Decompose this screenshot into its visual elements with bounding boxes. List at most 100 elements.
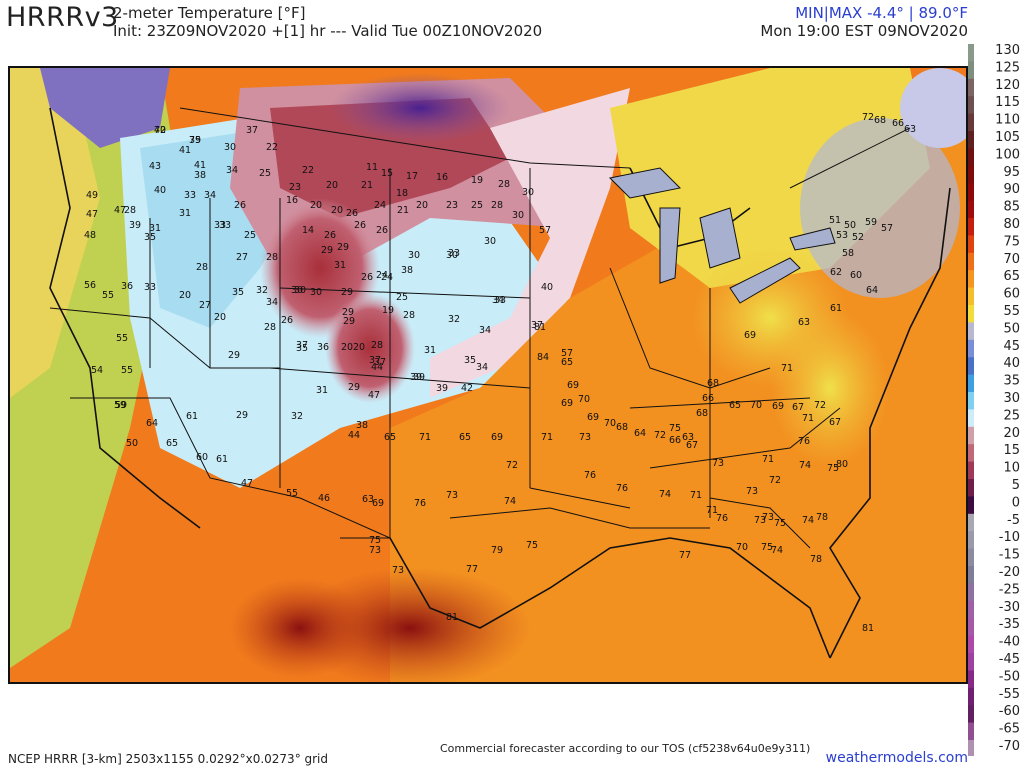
temperature-value: 40 xyxy=(541,282,553,293)
temperature-value: 37 xyxy=(531,320,543,331)
colorbar-label: 15 xyxy=(1003,443,1020,458)
model-name: HRRRv3 xyxy=(6,2,119,33)
temperature-value: 25 xyxy=(244,230,256,241)
temperature-value: 23 xyxy=(446,200,458,211)
temperature-map[interactable]: 40 39 30 37 22 41 41 43 38 34 25 22 20 21 11 15 17 16 19 28… xyxy=(8,66,968,684)
temperature-value: 34 xyxy=(204,190,216,201)
colorbar-label: 100 xyxy=(995,147,1020,162)
colorbar-label: -15 xyxy=(999,548,1020,563)
colorbar-swatch xyxy=(968,740,974,756)
temperature-value: 76 xyxy=(716,513,728,524)
temperature-value: 69 xyxy=(561,398,573,409)
temperature-value: 26 xyxy=(346,208,358,219)
temperature-value: 66 xyxy=(669,435,681,446)
temperature-value: 21 xyxy=(397,205,409,216)
colorbar-swatch xyxy=(968,183,974,202)
temperature-value: 75 xyxy=(526,540,538,551)
colorbar-swatch xyxy=(968,252,974,271)
temperature-value: 31 xyxy=(334,260,346,271)
temperature-value: 26 xyxy=(281,315,293,326)
temperature-value: 28 xyxy=(196,262,208,273)
temperature-value: 20 xyxy=(341,342,353,353)
colorbar-swatch xyxy=(968,635,974,654)
temperature-value: 70 xyxy=(604,418,616,429)
temperature-value: 76 xyxy=(414,498,426,509)
colorbar-label: 110 xyxy=(995,113,1020,128)
temperature-value: 39 xyxy=(413,372,425,383)
temperature-value: 33 xyxy=(144,282,156,293)
temperature-value: 70 xyxy=(578,394,590,405)
temperature-value: 59 xyxy=(865,217,877,228)
temperature-value: 55 xyxy=(286,488,298,499)
temperature-value: 38 xyxy=(194,170,206,181)
temperature-value: 28 xyxy=(266,252,278,263)
temperature-value: 30 xyxy=(484,236,496,247)
temperature-value: 24 xyxy=(374,200,386,211)
temperature-value: 37 xyxy=(374,357,386,368)
temperature-value: 35 xyxy=(464,355,476,366)
temperature-value: 77 xyxy=(466,564,478,575)
temperature-value: 20 xyxy=(179,290,191,301)
temperature-value: 41 xyxy=(179,145,191,156)
temperature-value: 68 xyxy=(616,422,628,433)
temperature-value: 71 xyxy=(802,413,814,424)
colorbar-swatch xyxy=(968,270,974,289)
temperature-value: 57 xyxy=(539,225,551,236)
colorbar-label: -40 xyxy=(999,635,1020,650)
colorbar-label: -10 xyxy=(999,530,1020,545)
temperature-value: 70 xyxy=(750,400,762,411)
great-lakes xyxy=(608,167,836,304)
temperature-value: 16 xyxy=(286,195,298,206)
colorbar-label: 125 xyxy=(995,60,1020,75)
temperature-value: 40 xyxy=(154,125,166,136)
colorbar-label: 55 xyxy=(1003,304,1020,319)
temperature-value: 38 xyxy=(356,420,368,431)
temperature-value: 22 xyxy=(266,142,278,153)
temperature-value: 27 xyxy=(236,252,248,263)
temperature-value: 29 xyxy=(337,242,349,253)
temperature-value: 69 xyxy=(567,380,579,391)
temperature-value: 39 xyxy=(189,135,201,146)
temperature-value: 30 xyxy=(522,187,534,198)
temperature-value: 59 xyxy=(115,400,127,411)
temperature-value: 54 xyxy=(91,365,103,376)
temperature-value: 62 xyxy=(830,267,842,278)
colorbar-swatch xyxy=(968,653,974,671)
temperature-value: 40 xyxy=(154,185,166,196)
temperature-value: 29 xyxy=(343,316,355,327)
colorbar-label: -5 xyxy=(1007,513,1020,528)
colorbar-swatch xyxy=(968,322,974,341)
temperature-value: 33 xyxy=(494,295,506,306)
colorbar-label: 80 xyxy=(1003,217,1020,232)
colorbar-swatch xyxy=(968,200,974,219)
temperature-value: 41 xyxy=(194,160,206,171)
temperature-value: 57 xyxy=(561,348,573,359)
colorbar-label: 30 xyxy=(1003,391,1020,406)
temperature-value: 73 xyxy=(746,486,758,497)
site-link[interactable]: weathermodels.com xyxy=(825,750,968,766)
temperature-value: 72 xyxy=(862,112,874,123)
temperature-value: 32 xyxy=(291,411,303,422)
temperature-value: 65 xyxy=(561,357,573,368)
temperature-value: 11 xyxy=(366,162,378,173)
temperature-value: 72 xyxy=(654,430,666,441)
temperature-value: 52 xyxy=(852,232,864,243)
temperature-value: 56 xyxy=(84,280,96,291)
temperature-value: 71 xyxy=(781,363,793,374)
temperature-value: 58 xyxy=(842,248,854,259)
temperature-value: 28 xyxy=(371,340,383,351)
temperature-value: 49 xyxy=(86,190,98,201)
temperature-value: 63 xyxy=(798,317,810,328)
temperature-value: 50 xyxy=(844,220,856,231)
colorbar-legend: 1301251201151101051009590858075706560555… xyxy=(968,44,1020,756)
temperature-value: 78 xyxy=(810,554,822,565)
temperature-value: 73 xyxy=(579,432,591,443)
product-title: 2-meter Temperature [°F] xyxy=(113,4,306,22)
temperature-value: 30 xyxy=(294,285,306,296)
colorbar-label: 95 xyxy=(1003,165,1020,180)
temperature-value: 30 xyxy=(512,210,524,221)
temperature-value: 71 xyxy=(541,432,553,443)
colorbar-swatch xyxy=(968,548,974,567)
temperature-value: 34 xyxy=(479,325,491,336)
temperature-value: 47 xyxy=(114,205,126,216)
